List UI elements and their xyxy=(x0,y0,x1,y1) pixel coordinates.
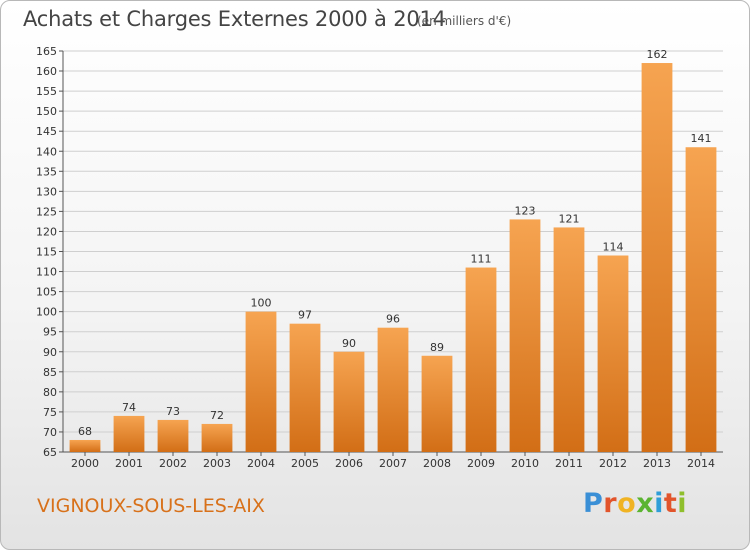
logo-letter: r xyxy=(603,488,618,519)
x-tick-label-2013: 2013 xyxy=(643,457,671,470)
data-label-2006: 90 xyxy=(342,337,356,350)
proxiti-logo[interactable]: Proxiti xyxy=(583,488,687,519)
x-tick-label-2007: 2007 xyxy=(379,457,407,470)
data-label-2001: 74 xyxy=(122,401,136,414)
bar-2001 xyxy=(113,415,145,452)
y-tick-label: 105 xyxy=(36,286,57,299)
chart-title: Achats et Charges Externes 2000 à 2014 xyxy=(23,7,446,31)
x-tick-label-2010: 2010 xyxy=(511,457,539,470)
x-tick-label-2002: 2002 xyxy=(159,457,187,470)
data-labels: 68 74 73 72 100 97 90 96 89 111 123 121 114 162 141 xyxy=(78,48,712,438)
y-tick-label: 140 xyxy=(36,145,57,158)
city-name: VIGNOUX-SOUS-LES-AIX xyxy=(37,495,265,517)
data-label-2007: 96 xyxy=(386,313,400,326)
y-tick-label: 165 xyxy=(36,45,57,58)
data-label-2012: 114 xyxy=(603,241,624,254)
bar-2014 xyxy=(685,147,717,453)
y-tick-label: 160 xyxy=(36,65,57,78)
logo-letter: i xyxy=(654,488,664,519)
y-tick-label: 115 xyxy=(36,246,57,259)
x-tick-label-2004: 2004 xyxy=(247,457,275,470)
data-label-2009: 111 xyxy=(471,253,492,266)
data-label-2010: 123 xyxy=(515,204,536,217)
bars xyxy=(69,63,717,453)
y-tick-label: 120 xyxy=(36,225,57,238)
x-tick-label-2006: 2006 xyxy=(335,457,363,470)
y-tick-label: 80 xyxy=(43,386,57,399)
data-label-2002: 73 xyxy=(166,405,180,418)
x-tick-label-2008: 2008 xyxy=(423,457,451,470)
y-tick-label: 155 xyxy=(36,85,57,98)
y-tick-label: 75 xyxy=(43,406,57,419)
chart-subtitle: (en milliers d'€) xyxy=(417,14,512,28)
data-label-2014: 141 xyxy=(691,132,712,145)
y-tick-label: 70 xyxy=(43,426,57,439)
bar-2008 xyxy=(421,355,453,452)
y-tick-label: 130 xyxy=(36,185,57,198)
bar-2003 xyxy=(201,423,233,452)
x-tick-label-2000: 2000 xyxy=(71,457,99,470)
x-tick-label-2005: 2005 xyxy=(291,457,319,470)
bar-2002 xyxy=(157,419,189,452)
logo-letter: i xyxy=(677,488,688,519)
bar-2005 xyxy=(289,323,321,452)
bar-2004 xyxy=(245,311,277,452)
bar-2007 xyxy=(377,327,409,452)
y-tick-label: 85 xyxy=(43,366,57,379)
y-tick-label: 135 xyxy=(36,165,57,178)
bar-2012 xyxy=(597,255,629,452)
x-tick-label-2003: 2003 xyxy=(203,457,231,470)
y-tick-label: 90 xyxy=(43,346,57,359)
y-tick-label: 65 xyxy=(43,446,57,459)
data-label-2005: 97 xyxy=(298,309,312,322)
bar-2009 xyxy=(465,267,497,452)
y-tick-label: 125 xyxy=(36,205,57,218)
bar-2010 xyxy=(509,219,541,452)
data-label-2000: 68 xyxy=(78,425,92,438)
logo-letter: t xyxy=(663,488,678,519)
y-tick-label: 95 xyxy=(43,326,57,339)
data-label-2011: 121 xyxy=(559,212,580,225)
x-tick-label-2011: 2011 xyxy=(555,457,583,470)
y-axis-ticks: 65 70 75 80 85 90 95 100 105 110 115 120 125 130 135 14… xyxy=(36,45,63,459)
bar-2011 xyxy=(553,227,585,452)
bar-2013 xyxy=(641,63,673,452)
logo-letter: P xyxy=(583,488,604,519)
data-label-2008: 89 xyxy=(430,341,444,354)
x-axis-ticks: 2000 2001 2002 2003 2004 2005 2006 2007 2008 2009… xyxy=(71,452,715,470)
x-tick-label-2009: 2009 xyxy=(467,457,495,470)
y-tick-label: 110 xyxy=(36,266,57,279)
x-tick-label-2014: 2014 xyxy=(687,457,715,470)
y-tick-label: 150 xyxy=(36,105,57,118)
x-tick-label-2001: 2001 xyxy=(115,457,143,470)
bar-2000 xyxy=(69,439,101,452)
y-tick-label: 145 xyxy=(36,125,57,138)
data-label-2003: 72 xyxy=(210,409,224,422)
data-label-2013: 162 xyxy=(647,48,668,61)
y-tick-label: 100 xyxy=(36,306,57,319)
bar-2006 xyxy=(333,351,365,452)
data-label-2004: 100 xyxy=(251,297,272,310)
logo-letter: x xyxy=(636,488,655,519)
x-tick-label-2012: 2012 xyxy=(599,457,627,470)
logo-letter: o xyxy=(617,488,637,519)
